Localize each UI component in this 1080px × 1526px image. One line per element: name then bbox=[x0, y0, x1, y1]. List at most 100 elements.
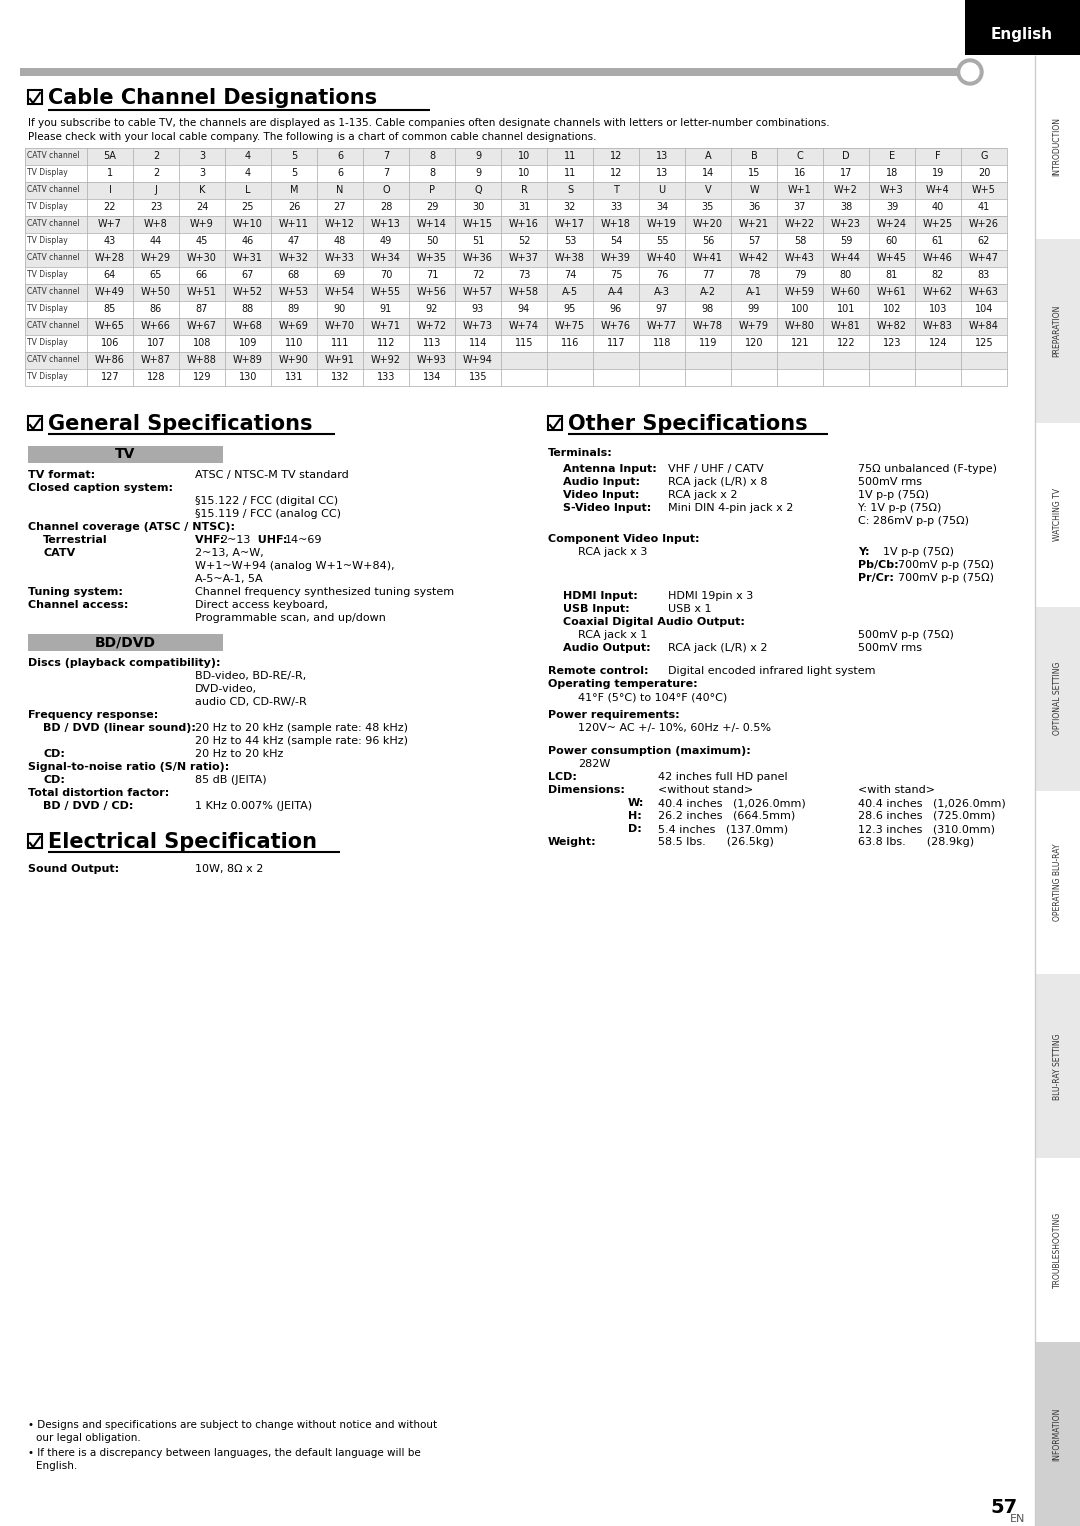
Text: 18: 18 bbox=[886, 168, 899, 179]
Text: PREPARATION: PREPARATION bbox=[1053, 305, 1062, 357]
Text: BLU-RAY SETTING: BLU-RAY SETTING bbox=[1053, 1033, 1062, 1100]
Text: TV Display: TV Display bbox=[27, 372, 68, 382]
Text: Total distortion factor:: Total distortion factor: bbox=[28, 787, 170, 798]
Text: 45: 45 bbox=[195, 237, 208, 246]
Text: 82: 82 bbox=[932, 270, 944, 279]
Text: 3: 3 bbox=[199, 151, 205, 162]
Text: Pb/Cb:: Pb/Cb: bbox=[858, 560, 899, 571]
Bar bbox=[25, 198, 1007, 217]
Text: 20 Hz to 20 kHz: 20 Hz to 20 kHz bbox=[195, 749, 283, 758]
Text: Tuning system:: Tuning system: bbox=[28, 588, 123, 597]
Text: W+89: W+89 bbox=[233, 356, 262, 365]
Text: VHF / UHF / CATV: VHF / UHF / CATV bbox=[669, 464, 764, 475]
Text: 108: 108 bbox=[193, 337, 212, 348]
Bar bbox=[1035, 1343, 1080, 1526]
Text: W+57: W+57 bbox=[463, 287, 494, 298]
Text: CATV channel: CATV channel bbox=[27, 356, 80, 365]
Text: 2~13, A~W,: 2~13, A~W, bbox=[195, 548, 264, 559]
Text: TV Display: TV Display bbox=[27, 304, 68, 313]
Text: Component Video Input:: Component Video Input: bbox=[548, 534, 700, 543]
Bar bbox=[28, 417, 42, 430]
Text: 103: 103 bbox=[929, 304, 947, 314]
Bar bbox=[25, 233, 1007, 250]
Text: Remote control:: Remote control: bbox=[548, 665, 648, 676]
Text: Y:: Y: bbox=[858, 546, 869, 557]
Text: M: M bbox=[289, 185, 298, 195]
Text: 17: 17 bbox=[840, 168, 852, 179]
Text: 1 KHz 0.007% (JEITA): 1 KHz 0.007% (JEITA) bbox=[195, 801, 312, 810]
Text: LCD:: LCD: bbox=[548, 772, 577, 781]
Text: C: C bbox=[797, 151, 804, 162]
Text: W+74: W+74 bbox=[509, 320, 539, 331]
Text: 33: 33 bbox=[610, 201, 622, 212]
Text: 120: 120 bbox=[745, 337, 764, 348]
Bar bbox=[1035, 240, 1080, 423]
Text: W+55: W+55 bbox=[370, 287, 401, 298]
Text: W+11: W+11 bbox=[279, 220, 309, 229]
Text: 1V p-p (75Ω): 1V p-p (75Ω) bbox=[858, 490, 929, 501]
Text: 124: 124 bbox=[929, 337, 947, 348]
Text: Sound Output:: Sound Output: bbox=[28, 864, 119, 874]
Text: W+78: W+78 bbox=[693, 320, 723, 331]
Bar bbox=[25, 301, 1007, 317]
Text: W+33: W+33 bbox=[325, 253, 355, 262]
Text: W: W bbox=[750, 185, 759, 195]
Bar bbox=[25, 182, 1007, 198]
Text: W+39: W+39 bbox=[602, 253, 631, 262]
Text: UHF:: UHF: bbox=[249, 536, 292, 545]
Bar bbox=[25, 317, 1007, 336]
Text: Antenna Input:: Antenna Input: bbox=[563, 464, 657, 475]
Bar bbox=[25, 165, 1007, 182]
Text: W+24: W+24 bbox=[877, 220, 907, 229]
Bar bbox=[25, 250, 1007, 267]
Text: • Designs and specifications are subject to change without notice and without: • Designs and specifications are subject… bbox=[28, 1421, 437, 1430]
Text: R: R bbox=[521, 185, 527, 195]
Text: TV Display: TV Display bbox=[27, 337, 68, 346]
Text: W+32: W+32 bbox=[279, 253, 309, 262]
Bar bbox=[1035, 423, 1080, 607]
Text: 1: 1 bbox=[107, 168, 113, 179]
Text: 12: 12 bbox=[610, 151, 622, 162]
Text: 500mV p-p (75Ω): 500mV p-p (75Ω) bbox=[858, 630, 954, 639]
Text: 5: 5 bbox=[291, 151, 297, 162]
Text: 700mV p-p (75Ω): 700mV p-p (75Ω) bbox=[897, 572, 994, 583]
Text: Operating temperature:: Operating temperature: bbox=[548, 679, 698, 690]
Text: W+47: W+47 bbox=[969, 253, 999, 262]
Text: 20 Hz to 44 kHz (sample rate: 96 kHz): 20 Hz to 44 kHz (sample rate: 96 kHz) bbox=[195, 736, 408, 746]
Text: 120V~ AC +/- 10%, 60Hz +/- 0.5%: 120V~ AC +/- 10%, 60Hz +/- 0.5% bbox=[578, 723, 771, 732]
Text: A-3: A-3 bbox=[654, 287, 670, 298]
Text: W+92: W+92 bbox=[372, 356, 401, 365]
Text: W+77: W+77 bbox=[647, 320, 677, 331]
Text: 85: 85 bbox=[104, 304, 117, 314]
Text: <without stand>: <without stand> bbox=[658, 784, 753, 795]
Text: W+84: W+84 bbox=[969, 320, 999, 331]
Text: 117: 117 bbox=[607, 337, 625, 348]
Text: 54: 54 bbox=[610, 237, 622, 246]
Text: TV Display: TV Display bbox=[27, 270, 68, 279]
Text: RCA jack (L/R) x 2: RCA jack (L/R) x 2 bbox=[669, 642, 768, 653]
Text: Video Input:: Video Input: bbox=[563, 490, 639, 501]
Text: TV format:: TV format: bbox=[28, 470, 95, 481]
Text: 27: 27 bbox=[334, 201, 347, 212]
Bar bbox=[1035, 790, 1080, 975]
Text: HDMI 19pin x 3: HDMI 19pin x 3 bbox=[669, 591, 753, 601]
Text: 65: 65 bbox=[150, 270, 162, 279]
Text: RCA jack x 2: RCA jack x 2 bbox=[669, 490, 738, 501]
Text: W+52: W+52 bbox=[233, 287, 264, 298]
Text: Cable Channel Designations: Cable Channel Designations bbox=[48, 89, 377, 108]
Text: C: 286mV p-p (75Ω): C: 286mV p-p (75Ω) bbox=[858, 516, 969, 526]
Text: 8: 8 bbox=[429, 151, 435, 162]
Text: 132: 132 bbox=[330, 372, 349, 382]
Bar bbox=[548, 417, 562, 430]
Text: 10: 10 bbox=[518, 168, 530, 179]
Text: 36: 36 bbox=[747, 201, 760, 212]
Text: RCA jack (L/R) x 8: RCA jack (L/R) x 8 bbox=[669, 478, 768, 487]
Text: Closed caption system:: Closed caption system: bbox=[28, 484, 173, 493]
Text: 125: 125 bbox=[974, 337, 994, 348]
Text: 130: 130 bbox=[239, 372, 257, 382]
Text: W+70: W+70 bbox=[325, 320, 355, 331]
Text: 46: 46 bbox=[242, 237, 254, 246]
Text: 30: 30 bbox=[472, 201, 484, 212]
Text: 73: 73 bbox=[517, 270, 530, 279]
Text: W+38: W+38 bbox=[555, 253, 585, 262]
